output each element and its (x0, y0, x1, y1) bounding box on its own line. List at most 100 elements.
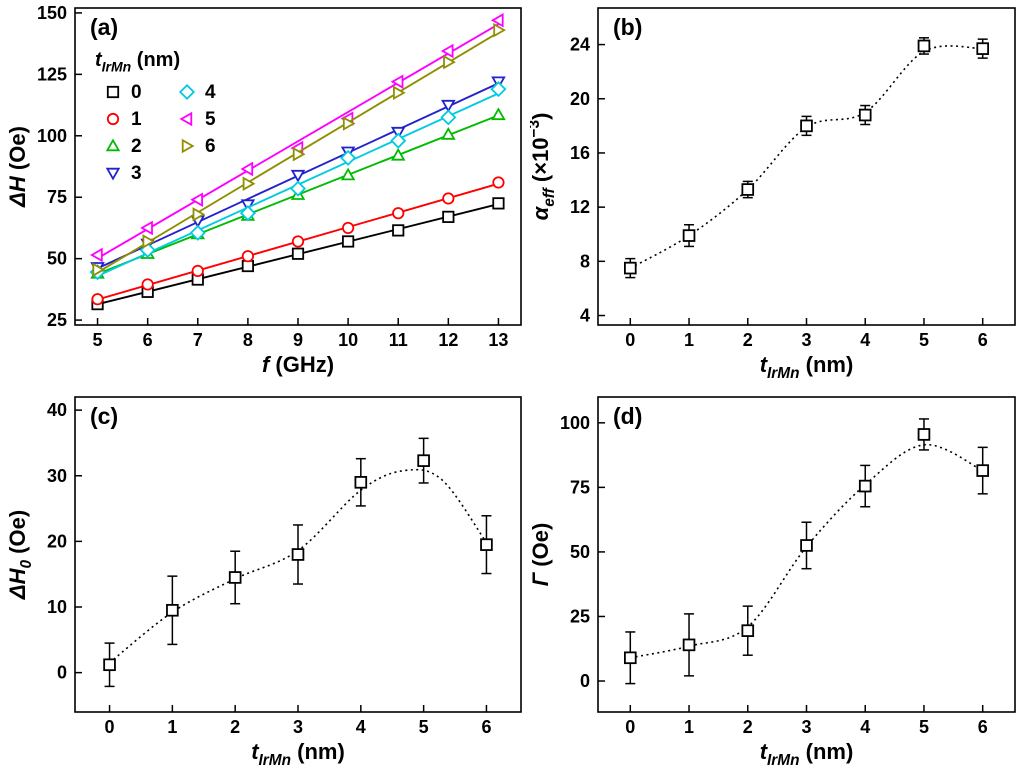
svg-text:0: 0 (57, 663, 67, 683)
triangle-down-marker (290, 169, 306, 183)
svg-text:1: 1 (167, 717, 177, 737)
square-marker (800, 119, 813, 133)
svg-text:150: 150 (37, 3, 67, 23)
svg-text:13: 13 (488, 330, 508, 350)
data-series (624, 418, 989, 685)
circle-marker (392, 207, 405, 220)
svg-text:2: 2 (743, 717, 753, 737)
svg-text:5: 5 (93, 330, 103, 350)
circle-marker (106, 112, 120, 126)
diamond-marker (490, 81, 507, 98)
axis-ticks (75, 409, 488, 712)
axis-ticks (75, 12, 500, 325)
circle-marker (442, 192, 455, 205)
svg-text:20: 20 (570, 89, 590, 109)
triangle-right-marker (493, 22, 507, 38)
circle-marker (492, 176, 505, 189)
circle-marker (291, 235, 305, 248)
tick-labels: 0 1 2 3 4 5 6 0 25 50 75 100 (560, 413, 988, 737)
diamond-marker (239, 205, 256, 222)
svg-text:10: 10 (47, 597, 67, 617)
triangle-left-marker (140, 220, 153, 236)
y-axis-label: αeff (×10−3) (530, 113, 558, 221)
series-t6 (92, 22, 507, 277)
svg-text:5: 5 (919, 330, 929, 350)
svg-text:50: 50 (47, 249, 67, 269)
triangle-right-marker (392, 85, 406, 101)
svg-text:3: 3 (801, 330, 811, 350)
svg-text:1: 1 (684, 717, 694, 737)
svg-text:6: 6 (143, 330, 153, 350)
series-t1 (91, 176, 505, 306)
svg-text:100: 100 (560, 413, 590, 433)
square-marker (442, 210, 455, 223)
panel-label: (a) (90, 14, 118, 40)
axis-ticks (598, 422, 984, 712)
triangle-right-marker (92, 262, 106, 277)
x-axis-label: tIrMn (nm) (251, 739, 345, 769)
triangle-up-marker (441, 126, 456, 140)
svg-text:25: 25 (570, 606, 590, 626)
data-series (624, 37, 989, 279)
legend-item-label: 4 (205, 82, 216, 103)
panel-label: (d) (613, 403, 642, 429)
triangle-left-marker (179, 111, 193, 127)
x-axis-label: tIrMn (nm) (760, 739, 854, 769)
circle-marker (191, 264, 204, 278)
triangle-left-marker (390, 74, 404, 89)
circle-marker (342, 221, 355, 235)
svg-text:25: 25 (47, 310, 67, 330)
square-marker (291, 548, 305, 561)
triangle-left-marker (190, 192, 204, 207)
svg-text:5: 5 (919, 717, 929, 737)
y-axis-label: ΔH0 (Oe) (5, 510, 35, 600)
square-marker (976, 42, 989, 55)
circle-marker (91, 293, 104, 306)
x-axis-label: tIrMn (nm) (760, 352, 854, 382)
svg-text:4: 4 (356, 717, 366, 737)
fit-line (97, 23, 499, 260)
circle-marker (241, 250, 254, 263)
svg-text:24: 24 (570, 35, 590, 55)
square-marker (917, 428, 931, 441)
series-t4 (89, 81, 507, 281)
square-marker (241, 259, 254, 273)
axis-ticks (598, 43, 984, 325)
svg-text:3: 3 (293, 717, 303, 737)
square-marker (166, 603, 179, 617)
svg-text:2: 2 (743, 330, 753, 350)
legend-item-label: 6 (205, 136, 216, 157)
svg-text:7: 7 (193, 330, 203, 350)
square-marker (858, 108, 872, 122)
square-marker (342, 235, 355, 248)
svg-text:1: 1 (684, 330, 694, 350)
triangle-right-marker (342, 116, 356, 131)
square-marker (417, 454, 430, 467)
triangle-right-marker (142, 234, 156, 249)
svg-text:9: 9 (293, 330, 303, 350)
diamond-marker (340, 149, 357, 166)
svg-text:0: 0 (625, 330, 635, 350)
series-t0 (91, 197, 505, 311)
legend-item-label: 5 (205, 109, 216, 130)
diamond-marker (189, 224, 206, 241)
square-marker (858, 479, 872, 493)
legend-item-label: 0 (131, 82, 142, 103)
svg-text:30: 30 (47, 466, 67, 486)
svg-text:8: 8 (243, 330, 253, 350)
svg-text:6: 6 (481, 717, 491, 737)
svg-text:11: 11 (389, 330, 408, 350)
square-marker (917, 39, 931, 53)
svg-text:0: 0 (105, 717, 115, 737)
legend: tIrMn (nm) 0 1 2 3 4 5 6 (95, 49, 216, 184)
legend-item-label: 1 (131, 109, 142, 130)
svg-text:12: 12 (570, 197, 590, 217)
square-marker (392, 224, 405, 237)
triangle-right-marker (443, 54, 456, 70)
svg-text:75: 75 (47, 187, 67, 207)
panel-label: (b) (613, 14, 642, 40)
